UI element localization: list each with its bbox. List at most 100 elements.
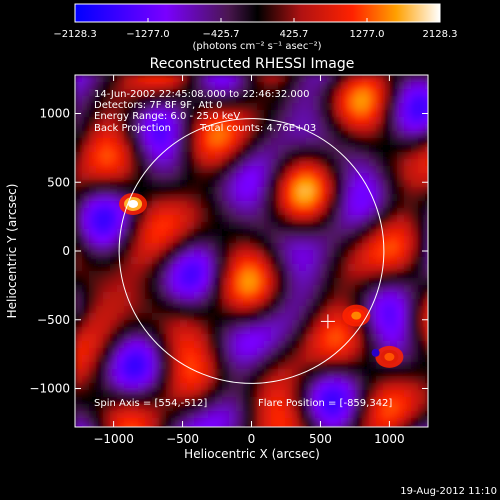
heatmap-cell [404,257,412,265]
heatmap-cell [306,390,314,398]
heatmap-cell [313,299,321,307]
heatmap-cell [236,215,244,223]
heatmap-cell [250,82,258,90]
heatmap-cell [306,222,314,230]
heatmap-cell [250,236,258,244]
heatmap-cell [348,187,356,195]
heatmap-cell [411,194,419,202]
heatmap-cell [215,250,223,258]
heatmap-cell [89,96,97,104]
heatmap-cell [397,369,405,377]
heatmap-cell [250,299,258,307]
heatmap-cell [145,201,153,209]
heatmap-cell [96,110,104,118]
heatmap-cell [355,215,363,223]
heatmap-cell [425,243,428,251]
heatmap-cell [404,236,412,244]
heatmap-cell [166,397,174,405]
heatmap-cell [208,285,216,293]
heatmap-cell [138,306,146,314]
heatmap-cell [292,369,300,377]
heatmap-cell [173,166,181,174]
heatmap-cell [110,320,118,328]
heatmap-cell [278,243,286,251]
heatmap-cell [285,271,293,279]
heatmap-cell [124,96,132,104]
heatmap-cell [404,117,412,125]
heatmap-cell [96,103,104,111]
heatmap-cell [82,236,90,244]
heatmap-cell [124,243,132,251]
heatmap-cell [306,187,314,195]
heatmap-cell [180,103,188,111]
heatmap-cell [390,173,398,181]
heatmap-cell [208,271,216,279]
heatmap-cell [278,390,286,398]
heatmap-cell [299,96,307,104]
heatmap-cell [320,418,328,426]
heatmap-cell [159,411,167,419]
x-tick-label: −1000 [93,432,134,446]
heatmap-cell [404,166,412,174]
heatmap-cell [236,320,244,328]
heatmap-cell [271,411,279,419]
heatmap-cell [82,110,90,118]
heatmap-cell [285,159,293,167]
heatmap-cell [208,306,216,314]
heatmap-cell [159,278,167,286]
heatmap-cell [334,264,342,272]
heatmap-cell [376,89,384,97]
heatmap-cell [264,341,272,349]
heatmap-cell [173,131,181,139]
heatmap-cell [348,355,356,363]
heatmap-cell [355,82,363,90]
heatmap-cell [264,362,272,370]
heatmap-cell [194,96,202,104]
heatmap-cell [397,138,405,146]
heatmap-cell [355,264,363,272]
heatmap-cell [215,82,223,90]
heatmap-cell [257,159,265,167]
heatmap-cell [124,138,132,146]
heatmap-cell [82,306,90,314]
heatmap-cell [145,292,153,300]
heatmap-cell [201,180,209,188]
heatmap-cell [264,229,272,237]
heatmap-cell [278,320,286,328]
heatmap-cell [229,397,237,405]
heatmap-cell [334,425,342,427]
heatmap-cell [250,110,258,118]
heatmap-cell [152,313,160,321]
heatmap-cell [397,166,405,174]
heatmap-cell [383,404,391,412]
heatmap-cell [264,145,272,153]
heatmap-cell [362,208,370,216]
heatmap-cell [75,96,83,104]
heatmap-cell [138,285,146,293]
heatmap-cell [327,299,335,307]
heatmap-cell [271,159,279,167]
heatmap-cell [89,278,97,286]
heatmap-cell [250,376,258,384]
heatmap-cell [285,369,293,377]
heatmap-cell [138,229,146,237]
heatmap-cell [117,355,125,363]
heatmap-cell [411,320,419,328]
heatmap-cell [355,187,363,195]
heatmap-cell [131,110,139,118]
heatmap-cell [215,96,223,104]
heatmap-cell [257,362,265,370]
heatmap-cell [306,404,314,412]
heatmap-cell [138,348,146,356]
heatmap-cell [334,187,342,195]
heatmap-cell [180,334,188,342]
heatmap-cell [243,152,251,160]
heatmap-cell [278,138,286,146]
heatmap-cell [418,187,426,195]
heatmap-cell [348,236,356,244]
heatmap-cell [334,208,342,216]
heatmap-cell [166,264,174,272]
heatmap-cell [313,355,321,363]
heatmap-cell [236,131,244,139]
